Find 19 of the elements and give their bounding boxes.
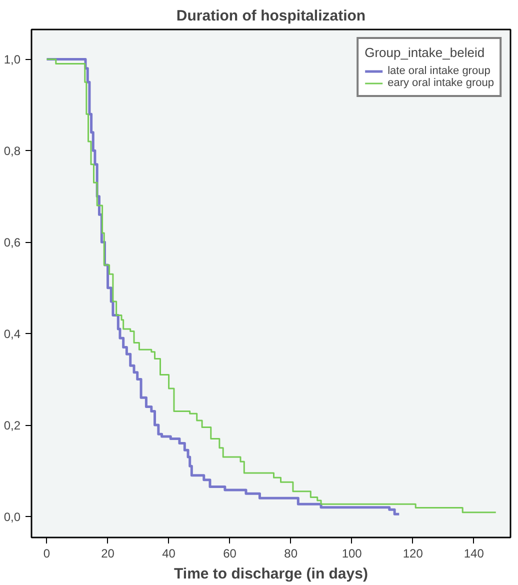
legend-title: Group_intake_beleid bbox=[364, 45, 486, 60]
x-axis-title: Time to discharge (in days) bbox=[174, 566, 368, 582]
x-tick-label: 120 bbox=[402, 546, 424, 560]
y-tick-label: 1,0 bbox=[4, 52, 21, 67]
x-tick-label: 40 bbox=[162, 546, 176, 560]
chart-title: Duration of hospitalization bbox=[176, 8, 366, 24]
x-tick-label: 60 bbox=[223, 546, 237, 560]
legend-label: eary oral intake group bbox=[388, 77, 494, 89]
y-tick-label: 0,6 bbox=[4, 236, 21, 250]
x-tick-label: 20 bbox=[101, 546, 115, 560]
x-tick-label: 100 bbox=[342, 546, 362, 560]
x-tick-label: 0 bbox=[43, 546, 50, 560]
y-tick-label: 0,0 bbox=[4, 510, 21, 524]
legend-label: late oral intake group bbox=[388, 65, 490, 77]
y-tick-label: 0,4 bbox=[4, 327, 21, 342]
y-tick-label: 0,8 bbox=[4, 144, 21, 158]
x-tick-label: 140 bbox=[464, 546, 484, 560]
y-tick-label: 0,2 bbox=[4, 418, 21, 433]
x-tick-label: 80 bbox=[284, 546, 298, 560]
